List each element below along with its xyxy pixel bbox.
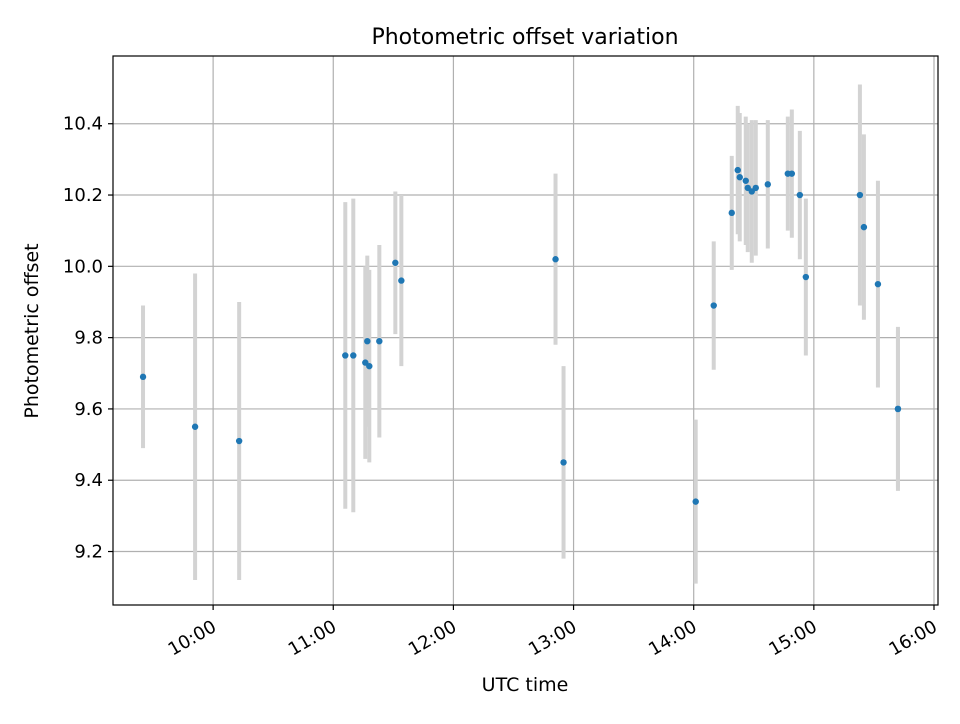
data-point (742, 177, 749, 184)
grid-layer (113, 56, 938, 605)
data-point (856, 191, 864, 199)
point-layer (139, 166, 902, 505)
data-point (235, 437, 243, 445)
x-tick-label: 10:00 (165, 616, 220, 660)
errorbar-layer (141, 84, 900, 584)
data-point (560, 459, 567, 466)
y-tick-label: 9.4 (74, 470, 103, 491)
data-point (398, 277, 405, 284)
y-axis-label: Photometric offset (21, 243, 43, 418)
y-tick-label: 10.2 (63, 185, 103, 206)
x-tick-label: 13:00 (525, 616, 580, 660)
data-point (764, 181, 771, 188)
data-point (692, 498, 699, 505)
data-point (860, 223, 868, 231)
data-point (342, 352, 349, 359)
data-point (710, 302, 717, 309)
data-point (734, 166, 741, 174)
data-point (788, 170, 796, 177)
data-point (752, 184, 759, 192)
x-tick-label: 14:00 (645, 616, 700, 660)
data-point (366, 362, 373, 370)
chart-title: Photometric offset variation (371, 25, 678, 50)
y-tick-label: 9.8 (74, 328, 103, 349)
data-point (139, 373, 147, 381)
data-point (874, 280, 882, 288)
data-point (796, 191, 804, 199)
x-tick-label: 11:00 (285, 616, 340, 660)
data-point (376, 337, 383, 345)
data-point (364, 337, 371, 345)
data-point (191, 423, 199, 430)
plot-frame (112, 55, 939, 606)
y-tick-label: 10.4 (63, 114, 103, 135)
x-tick-layer: 10:00 11:00 12:00 13:00 14:00 15:00 16:00 (165, 605, 941, 660)
data-point (350, 352, 357, 359)
y-tick-label: 9.6 (74, 399, 103, 420)
y-tick-label: 9.2 (74, 542, 103, 563)
x-tick-label: 16:00 (885, 616, 940, 660)
data-point (552, 256, 559, 263)
x-axis-label: UTC time (482, 674, 569, 696)
y-tick-label: 10.0 (63, 256, 103, 277)
data-point (736, 174, 743, 181)
y-tick-layer: 9.2 9.4 9.6 9.8 10.0 10.2 10.4 (63, 114, 113, 563)
x-tick-label: 12:00 (405, 616, 460, 660)
data-point (894, 405, 902, 413)
data-point (802, 273, 810, 281)
data-point (392, 259, 399, 266)
data-point (728, 209, 735, 217)
x-tick-label: 15:00 (765, 616, 820, 660)
